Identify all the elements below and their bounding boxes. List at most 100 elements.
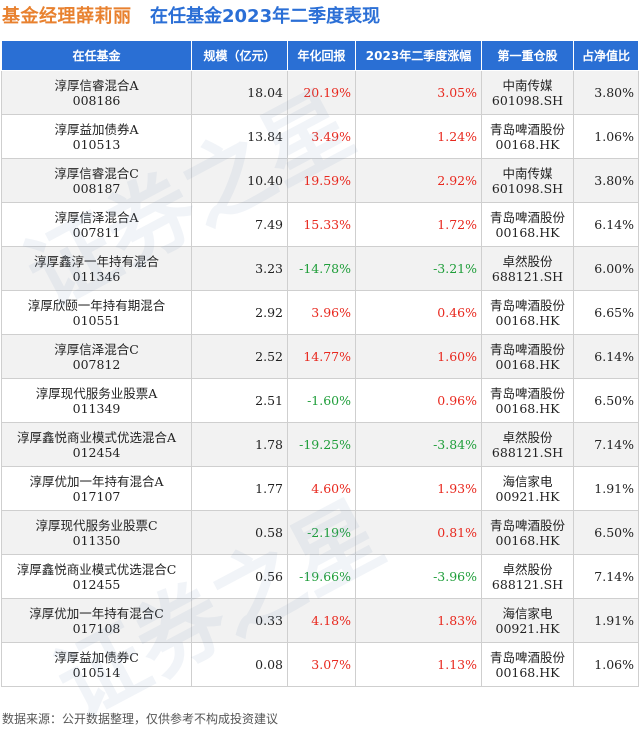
q2-change: -3.21% [355,246,482,291]
fund-code: 017107 [72,488,121,504]
top-holding-code: 00168.HK [495,532,560,548]
manager-title: 基金经理薛莉丽 [2,6,132,27]
fund-name: 淳厚优加一年持有混合C [29,605,164,621]
top-holding-cell: 海信家电 00921.HK [481,466,574,511]
top-holding-code: 688121.SH [491,444,564,460]
fund-cell: 淳厚鑫悦商业模式优选混合C 012455 [1,554,192,599]
column-header-fund: 在任基金 [1,40,192,71]
q2-change: 1.24% [355,114,482,159]
top-holding-code: 601098.SH [491,180,564,196]
fund-cell: 淳厚信泽混合C 007812 [1,334,192,379]
annual-return: 3.49% [287,114,356,159]
top-holding-code: 00168.HK [495,224,560,240]
fund-cell: 淳厚鑫淳一年持有混合 011346 [1,246,192,291]
table-row: 淳厚信泽混合C 007812 2.52 14.77% 1.60% 青岛啤酒股份 00168.… [1,334,639,379]
q2-change: -3.96% [355,554,482,599]
q2-change: 0.81% [355,510,482,555]
holding-ratio: 6.14% [573,334,639,379]
fund-cell: 淳厚欣颐一年持有期混合 010551 [1,290,192,335]
q2-change: -3.84% [355,422,482,467]
column-header-ratio: 占净值比 [573,40,639,71]
fund-name: 淳厚优加一年持有混合A [29,473,164,489]
fund-name: 淳厚现代服务业股票A [35,385,158,401]
fund-code: 007812 [72,356,121,372]
top-holding-code: 00168.HK [495,664,560,680]
table-row: 淳厚优加一年持有混合C 017108 0.33 4.18% 1.83% 海信家电 00921… [1,598,639,643]
q2-change: 1.83% [355,598,482,643]
annual-return: -19.66% [287,554,356,599]
fund-cell: 淳厚益加债券C 010514 [1,642,192,687]
fund-cell: 淳厚优加一年持有混合C 017108 [1,598,192,643]
annual-return: 19.59% [287,158,356,203]
fund-cell: 淳厚现代服务业股票A 011349 [1,378,192,423]
fund-size: 1.78 [191,422,288,467]
top-holding-code: 00921.HK [495,620,560,636]
top-holding-code: 688121.SH [491,268,564,284]
fund-size: 10.40 [191,158,288,203]
column-header-top-holding: 第一重仓股 [481,40,574,71]
column-header-size: 规模（亿元） [191,40,288,71]
holding-ratio: 6.65% [573,290,639,335]
annual-return: -2.19% [287,510,356,555]
fund-name: 淳厚欣颐一年持有期混合 [27,297,166,313]
top-holding-name: 卓然股份 [502,253,553,269]
fund-cell: 淳厚信睿混合A 008186 [1,70,192,115]
top-holding-name: 海信家电 [502,473,553,489]
top-holding-name: 卓然股份 [502,561,553,577]
table-row: 淳厚益加债券C 010514 0.08 3.07% 1.13% 青岛啤酒股份 00168.H… [1,642,639,687]
holding-ratio: 6.00% [573,246,639,291]
table-row: 淳厚益加债券A 010513 13.84 3.49% 1.24% 青岛啤酒股份 00168.… [1,114,639,159]
top-holding-code: 00168.HK [495,136,560,152]
annual-return: 4.60% [287,466,356,511]
fund-size: 7.49 [191,202,288,247]
fund-name: 淳厚鑫悦商业模式优选混合C [16,561,177,577]
table-row: 淳厚鑫悦商业模式优选混合A 012454 1.78 -19.25% -3.84% 卓然股份… [1,422,639,467]
q2-change: 1.60% [355,334,482,379]
table-row: 淳厚鑫悦商业模式优选混合C 012455 0.56 -19.66% -3.96% 卓然股份… [1,554,639,599]
top-holding-name: 海信家电 [502,605,553,621]
column-header-q2-change: 2023年二季度涨幅 [355,40,482,71]
holding-ratio: 3.80% [573,158,639,203]
fund-cell: 淳厚优加一年持有混合A 017107 [1,466,192,511]
fund-size: 3.23 [191,246,288,291]
table-row: 淳厚欣颐一年持有期混合 010551 2.92 3.96% 0.46% 青岛啤酒股份 001… [1,290,639,335]
annual-return: 3.07% [287,642,356,687]
top-holding-name: 青岛啤酒股份 [489,121,565,137]
column-header-annual-return: 年化回报 [287,40,356,71]
top-holding-cell: 青岛啤酒股份 00168.HK [481,642,574,687]
table-row: 淳厚现代服务业股票A 011349 2.51 -1.60% 0.96% 青岛啤酒股份 001… [1,378,639,423]
fund-name: 淳厚信睿混合A [54,77,139,93]
fund-cell: 淳厚益加债券A 010513 [1,114,192,159]
top-holding-cell: 中南传媒 601098.SH [481,70,574,115]
table-row: 淳厚信泽混合A 007811 7.49 15.33% 1.72% 青岛啤酒股份 00168.… [1,202,639,247]
annual-return: -1.60% [287,378,356,423]
table-header-row: 在任基金 规模（亿元） 年化回报 2023年二季度涨幅 第一重仓股 占净值比 [1,40,639,71]
top-holding-code: 00168.HK [495,312,560,328]
fund-size: 0.56 [191,554,288,599]
annual-return: -19.25% [287,422,356,467]
fund-size: 2.52 [191,334,288,379]
top-holding-name: 青岛啤酒股份 [489,297,565,313]
table-row: 淳厚鑫淳一年持有混合 011346 3.23 -14.78% -3.21% 卓然股份 688… [1,246,639,291]
q2-change: 1.13% [355,642,482,687]
fund-code: 008187 [72,180,121,196]
q2-change: 0.96% [355,378,482,423]
holding-ratio: 6.14% [573,202,639,247]
annual-return: 4.18% [287,598,356,643]
data-source-note: 数据来源：公开数据整理，仅供参考不构成投资建议 [2,712,279,726]
holding-ratio: 6.50% [573,378,639,423]
fund-code: 008186 [72,92,121,108]
top-holding-cell: 卓然股份 688121.SH [481,554,574,599]
fund-code: 012454 [72,444,121,460]
q2-change: 0.46% [355,290,482,335]
top-holding-name: 中南传媒 [502,77,553,93]
top-holding-code: 00168.HK [495,400,560,416]
top-holding-cell: 海信家电 00921.HK [481,598,574,643]
top-holding-name: 青岛啤酒股份 [489,385,565,401]
fund-size: 2.92 [191,290,288,335]
top-holding-cell: 青岛啤酒股份 00168.HK [481,334,574,379]
fund-cell: 淳厚信泽混合A 007811 [1,202,192,247]
fund-code: 010551 [72,312,121,328]
annual-return: 14.77% [287,334,356,379]
top-holding-cell: 青岛啤酒股份 00168.HK [481,378,574,423]
